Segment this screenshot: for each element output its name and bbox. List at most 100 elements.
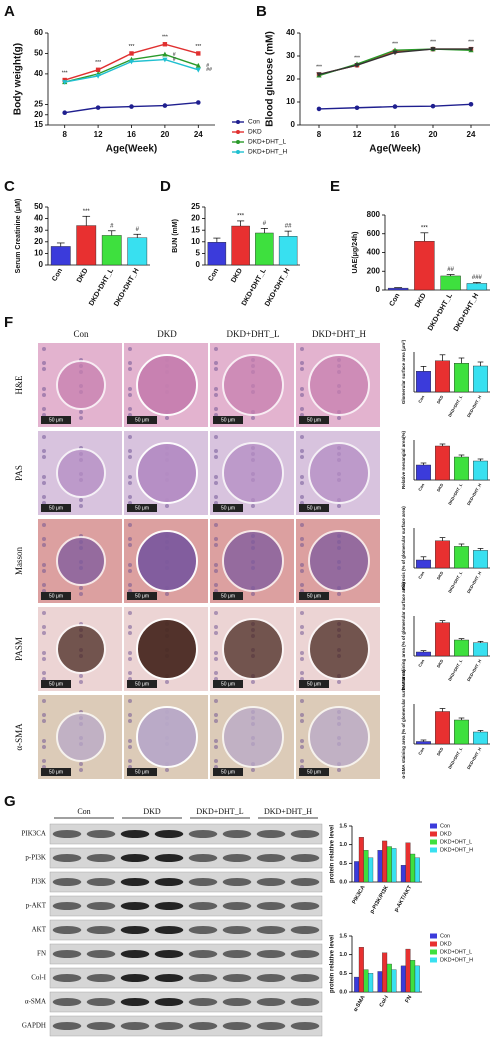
nucleus bbox=[42, 495, 46, 499]
bar bbox=[382, 952, 388, 993]
blot-band bbox=[222, 878, 252, 886]
nucleus bbox=[128, 759, 132, 763]
nucleus bbox=[300, 361, 304, 365]
scale-bar-label: 50 μm bbox=[49, 769, 63, 775]
blot-strip bbox=[49, 895, 323, 917]
scale-bar-label: 50 μm bbox=[49, 593, 63, 599]
nucleus bbox=[214, 745, 218, 749]
y-tick-label: 20 bbox=[34, 237, 43, 246]
row-label: Col-I bbox=[31, 974, 46, 982]
nucleus bbox=[128, 449, 132, 453]
scale-bar bbox=[41, 504, 71, 512]
nucleus bbox=[42, 481, 46, 485]
glomerulus bbox=[308, 706, 370, 768]
blot-band bbox=[256, 998, 286, 1006]
blot-band bbox=[256, 926, 286, 934]
significance: *** bbox=[354, 56, 360, 62]
scale-bar bbox=[127, 768, 157, 776]
legend-label: Con bbox=[440, 933, 450, 939]
x-tick-label: DKD+DHT_H bbox=[264, 267, 291, 307]
blot-band bbox=[290, 878, 320, 886]
y-tick-label: 800 bbox=[367, 210, 381, 219]
blot-strip bbox=[49, 991, 323, 1013]
point bbox=[162, 103, 168, 108]
x-tick-label: 16 bbox=[391, 130, 400, 139]
glomerulus bbox=[136, 706, 198, 768]
blot-strip bbox=[49, 967, 323, 989]
nucleus bbox=[251, 680, 255, 684]
blot-band bbox=[52, 1022, 82, 1030]
bar bbox=[473, 365, 488, 393]
glomerulus bbox=[222, 706, 284, 768]
significance: *** bbox=[95, 60, 101, 66]
blot-band bbox=[256, 902, 286, 910]
blot-band bbox=[154, 854, 184, 862]
significance: # bbox=[263, 221, 267, 227]
blot-strip bbox=[49, 1015, 323, 1037]
scale-bar-label: 50 μm bbox=[221, 593, 235, 599]
legend-label: DKD+DHT_H bbox=[440, 847, 473, 853]
x-tick-label: DKD+DHT_H bbox=[466, 570, 483, 594]
blot-strip bbox=[49, 943, 323, 965]
scale-bar bbox=[299, 416, 329, 424]
x-tick-label: DKD+DHT_L bbox=[447, 658, 464, 682]
x-axis-label: Age(Week) bbox=[369, 144, 421, 155]
nucleus bbox=[42, 651, 46, 655]
y-tick-label: 0.0 bbox=[339, 989, 347, 995]
bar bbox=[400, 865, 406, 883]
y-tick-label: 50 bbox=[34, 49, 43, 58]
row-label: PI3K bbox=[31, 878, 46, 886]
y-tick-label: 20 bbox=[191, 214, 200, 223]
y-tick-label: 20 bbox=[286, 74, 295, 83]
nucleus bbox=[42, 625, 46, 629]
scale-bar bbox=[41, 592, 71, 600]
x-tick-label: DKD bbox=[76, 267, 90, 284]
legend-swatch bbox=[430, 941, 437, 947]
blot-band bbox=[188, 974, 218, 982]
scale-bar bbox=[41, 768, 71, 776]
y-tick-label: 15 bbox=[191, 225, 200, 234]
significance: ## bbox=[447, 267, 454, 273]
nucleus bbox=[300, 387, 304, 391]
nucleus bbox=[42, 367, 46, 371]
bar bbox=[435, 445, 450, 481]
nucleus bbox=[300, 523, 304, 527]
legend-label: DKD+DHT_H bbox=[440, 957, 473, 963]
x-tick-label: FN bbox=[404, 995, 413, 1004]
glomerulus bbox=[222, 530, 284, 592]
scale-bar bbox=[213, 592, 243, 600]
y-axis-label: Body weight(g) bbox=[13, 43, 24, 115]
nucleus bbox=[42, 759, 46, 763]
glomerulus bbox=[222, 618, 284, 680]
nucleus bbox=[214, 671, 218, 675]
bar bbox=[278, 236, 298, 266]
nucleus bbox=[79, 498, 83, 502]
scale-bar-label: 50 μm bbox=[221, 681, 235, 687]
y-tick-label: 15 bbox=[34, 120, 43, 129]
bar bbox=[354, 976, 360, 993]
nucleus bbox=[42, 699, 46, 703]
scale-bar-label: 50 μm bbox=[135, 417, 149, 423]
nucleus bbox=[300, 393, 304, 397]
bar bbox=[473, 642, 488, 657]
blot-strip bbox=[49, 823, 323, 845]
nucleus bbox=[42, 449, 46, 453]
x-tick-label: Con bbox=[417, 570, 425, 580]
blot-band bbox=[256, 1022, 286, 1030]
nucleus bbox=[165, 680, 169, 684]
x-tick-label: DKD bbox=[436, 394, 445, 404]
nucleus bbox=[128, 631, 132, 635]
y-tick-label: 0 bbox=[291, 120, 296, 129]
x-tick-label: DKD+DHT_L bbox=[447, 570, 464, 594]
legend-label: DKD bbox=[440, 941, 452, 947]
bar bbox=[50, 246, 71, 266]
point bbox=[354, 105, 360, 111]
blot-band bbox=[154, 878, 184, 886]
blot-band bbox=[290, 950, 320, 958]
column-label: Con bbox=[73, 329, 89, 339]
nucleus bbox=[300, 625, 304, 629]
bar bbox=[101, 235, 122, 266]
row-label: p-AKT bbox=[26, 902, 47, 910]
scale-bar bbox=[299, 768, 329, 776]
glomerulus bbox=[222, 354, 284, 416]
